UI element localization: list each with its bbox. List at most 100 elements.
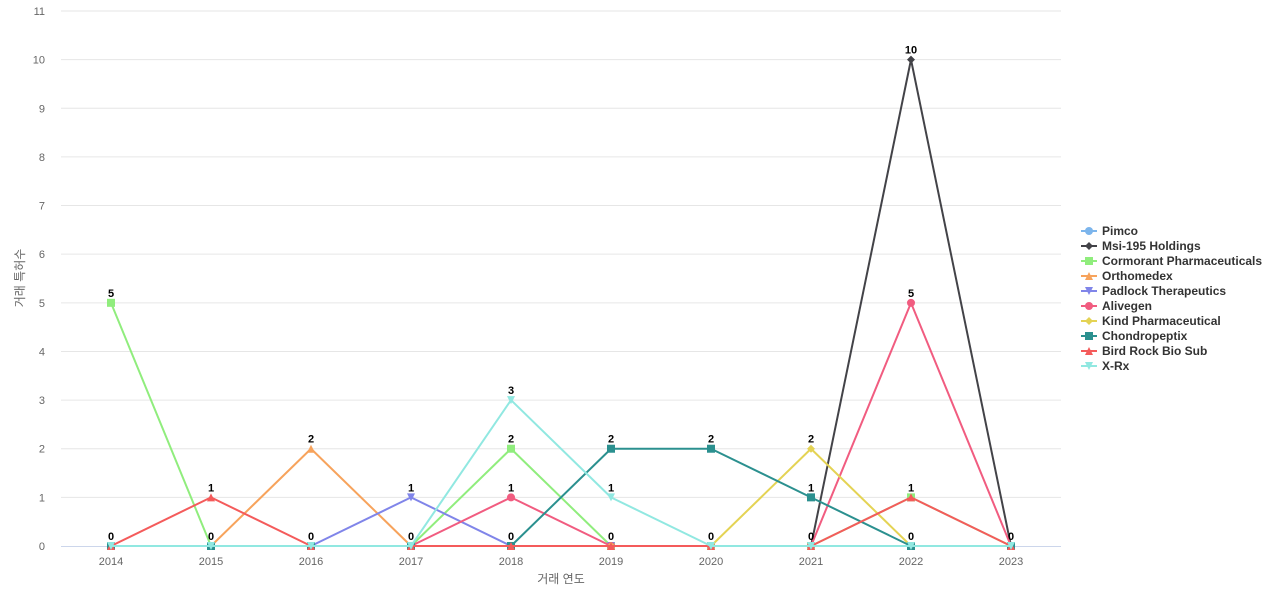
legend-label: Cormorant Pharmaceuticals [1102, 254, 1262, 268]
legend-label: Orthomedex [1102, 269, 1173, 283]
data-point [907, 298, 915, 307]
data-label: 1 [508, 482, 514, 494]
y-tick-label: 11 [34, 6, 45, 18]
data-point [207, 493, 215, 502]
data-point [507, 396, 515, 405]
x-axis-title: 거래 연도 [537, 572, 585, 586]
legend-item[interactable]: Chondropeptix [1081, 329, 1188, 343]
x-tick-label: 2021 [799, 556, 823, 568]
y-tick-label: 1 [39, 492, 45, 504]
data-label: 0 [1008, 531, 1014, 543]
legend-marker [1085, 347, 1093, 355]
data-point [907, 55, 915, 64]
legend-label: Pimco [1102, 224, 1138, 238]
x-tick-label: 2018 [499, 556, 523, 568]
x-tick-label: 2014 [99, 556, 123, 568]
y-tick-label: 8 [39, 152, 45, 164]
y-tick-label: 10 [33, 55, 45, 67]
legend-item[interactable]: Padlock Therapeutics [1081, 284, 1226, 298]
y-axis-title: 거래 특허수 [13, 249, 27, 308]
data-point [807, 444, 815, 453]
data-label: 0 [508, 531, 514, 543]
data-point [907, 493, 915, 502]
data-label: 1 [908, 482, 914, 494]
legend-marker [1085, 287, 1093, 295]
legend-item[interactable]: X-Rx [1081, 359, 1130, 373]
data-label: 1 [408, 482, 414, 494]
data-label: 0 [408, 531, 414, 543]
legend-item[interactable]: Alivegen [1081, 299, 1152, 313]
data-label: 0 [608, 531, 614, 543]
data-point [207, 542, 215, 550]
legend-label: Bird Rock Bio Sub [1102, 344, 1207, 358]
legend-marker [1085, 227, 1093, 235]
data-point [507, 444, 515, 453]
y-tick-label: 7 [39, 201, 45, 213]
data-point [1007, 542, 1015, 550]
y-tick-label: 2 [39, 444, 45, 456]
legend-item[interactable]: Bird Rock Bio Sub [1081, 344, 1207, 358]
y-tick-label: 3 [39, 395, 45, 407]
y-tick-label: 9 [39, 103, 45, 115]
legend-label: Padlock Therapeutics [1102, 284, 1226, 298]
data-point [707, 444, 715, 453]
series-line [110, 301, 1012, 547]
series-line [110, 399, 1012, 547]
x-tick-label: 2017 [399, 556, 423, 568]
data-label: 2 [808, 434, 814, 446]
legend-marker [1085, 332, 1093, 340]
data-label: 2 [508, 434, 514, 446]
series-line [110, 301, 1012, 547]
data-label: 0 [908, 531, 914, 543]
data-label: 2 [608, 434, 614, 446]
data-label: 0 [208, 531, 214, 543]
data-point [607, 542, 615, 550]
data-point [507, 493, 515, 502]
data-label: 2 [708, 434, 714, 446]
data-point [107, 298, 115, 307]
legend-item[interactable]: Kind Pharmaceutical [1081, 314, 1221, 328]
data-point [807, 542, 815, 550]
y-tick-label: 5 [39, 298, 45, 310]
data-label: 5 [108, 288, 114, 300]
data-point [407, 542, 415, 550]
x-tick-label: 2016 [299, 556, 323, 568]
y-tick-label: 4 [39, 346, 45, 358]
x-tick-label: 2020 [699, 556, 723, 568]
legend-item[interactable]: Orthomedex [1081, 269, 1173, 283]
legend-label: Kind Pharmaceutical [1102, 314, 1221, 328]
y-axis-ticks: 0 1 2 3 4 5 6 7 8 9 10 11 [33, 6, 45, 553]
data-label: 2 [308, 434, 314, 446]
legend-item[interactable]: Cormorant Pharmaceuticals [1081, 254, 1262, 268]
legend-marker [1085, 257, 1093, 265]
legend-label: Alivegen [1102, 299, 1152, 313]
data-label: 0 [108, 531, 114, 543]
legend-item[interactable]: Pimco [1081, 224, 1138, 238]
data-label: 0 [308, 531, 314, 543]
legend-marker [1085, 302, 1093, 310]
data-point [507, 542, 515, 550]
data-point [607, 444, 615, 453]
series-line [110, 496, 1012, 547]
data-label: 10 [905, 45, 917, 57]
data-point [607, 493, 615, 502]
data-point [307, 542, 315, 550]
legend-marker [1085, 242, 1093, 250]
data-point [707, 542, 715, 550]
data-point [807, 493, 815, 502]
data-point [107, 542, 115, 550]
data-label: 5 [908, 288, 914, 300]
data-point [907, 542, 915, 550]
legend-label: X-Rx [1102, 359, 1130, 373]
data-label: 3 [508, 385, 514, 397]
legend-item[interactable]: Msi-195 Holdings [1081, 239, 1201, 253]
gridlines [61, 10, 1061, 498]
legend-label: Chondropeptix [1102, 329, 1188, 343]
x-axis-ticks: 2014 2015 2016 2017 2018 2019 2020 2021 2022 2023 [99, 556, 1023, 568]
x-tick-label: 2015 [199, 556, 223, 568]
data-point [407, 493, 415, 502]
data-label: 1 [208, 482, 214, 494]
